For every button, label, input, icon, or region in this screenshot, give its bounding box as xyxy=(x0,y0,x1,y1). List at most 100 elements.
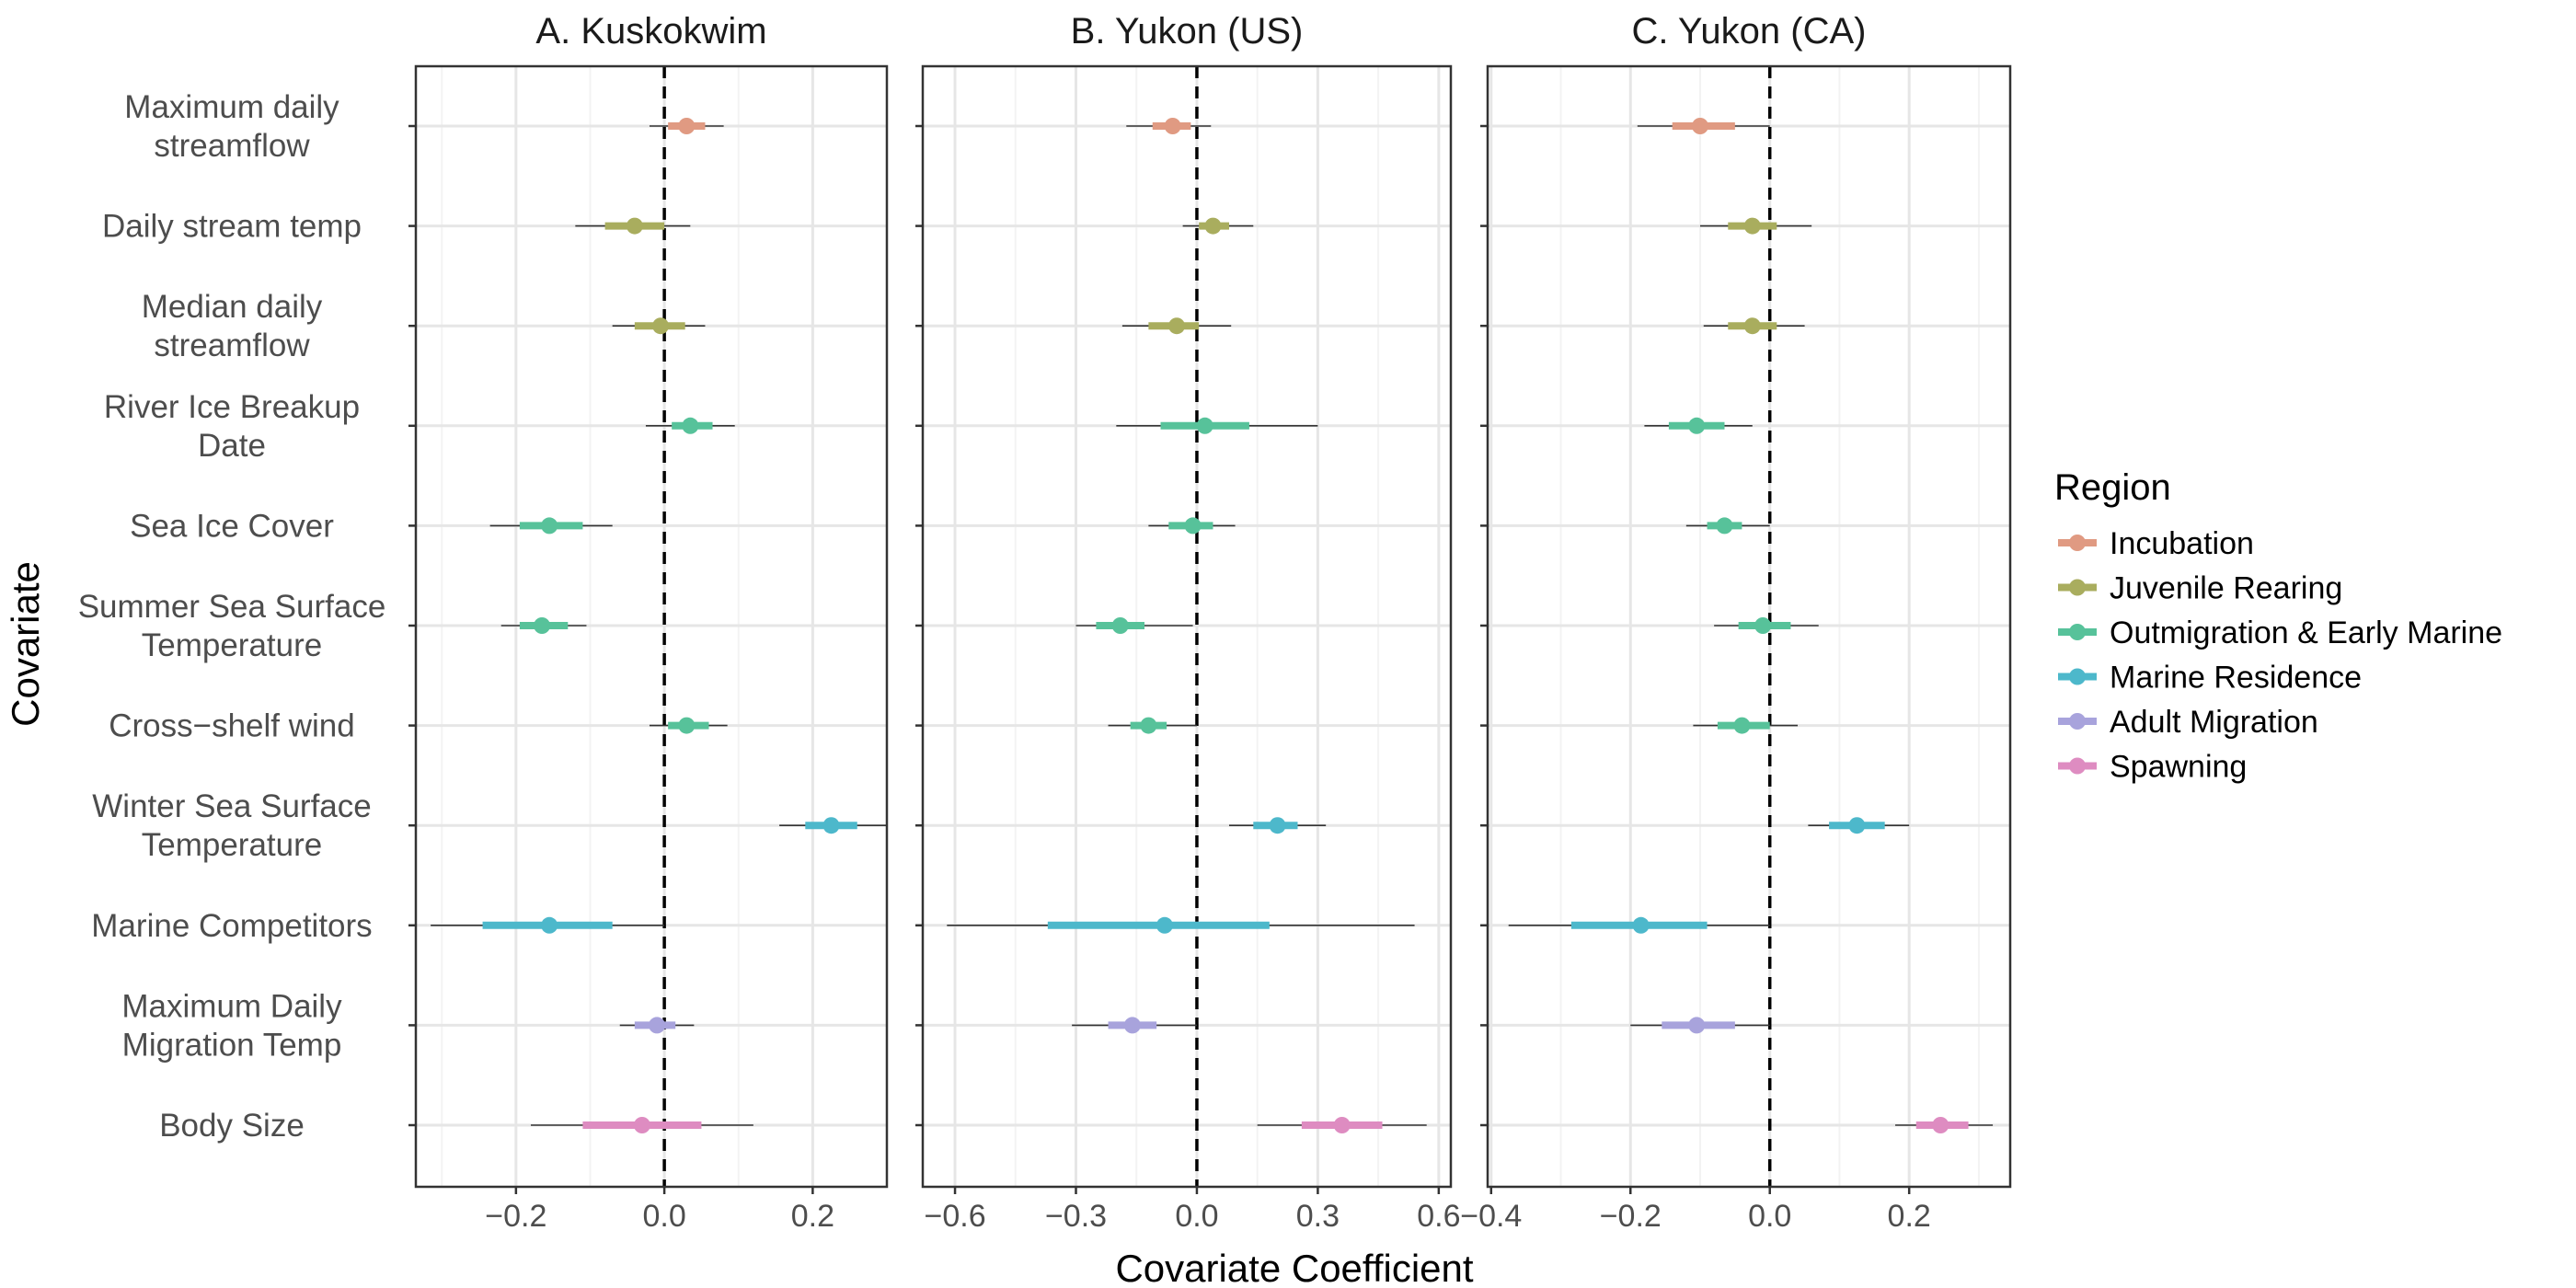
x-tick-label: 0.6 xyxy=(1417,1199,1460,1234)
point-estimate xyxy=(1164,118,1181,134)
covariate-label: Cross−shelf wind xyxy=(109,708,354,744)
covariate-label: Temperature xyxy=(142,627,322,663)
x-tick-label: −0.6 xyxy=(924,1199,985,1234)
estimate-daily-stream-temp xyxy=(575,217,691,235)
point-estimate xyxy=(822,817,840,834)
point-estimate xyxy=(1743,317,1761,335)
legend-title: Region xyxy=(2054,467,2171,508)
legend-entry-outmigration-early-marine: Outmigration & Early Marine xyxy=(2058,615,2502,650)
point-estimate xyxy=(649,1017,666,1034)
legend-label: Juvenile Rearing xyxy=(2110,571,2342,606)
covariate-label: Maximum Daily xyxy=(121,988,342,1024)
estimate-cross-shelf-wind xyxy=(1693,717,1799,734)
estimate-river-ice-breakup-date xyxy=(645,417,735,434)
legend-label: Outmigration & Early Marine xyxy=(2110,615,2502,650)
estimate-median-daily-streamflow xyxy=(1121,317,1232,335)
point-estimate xyxy=(678,118,696,134)
point-estimate xyxy=(1733,717,1751,734)
legend-swatch-point xyxy=(2069,535,2086,551)
covariate-label: River Ice Breakup xyxy=(104,389,360,425)
estimate-body-size xyxy=(1895,1117,1994,1133)
covariate-label: Sea Ice Cover xyxy=(130,508,334,544)
point-estimate xyxy=(1848,817,1866,834)
estimate-river-ice-breakup-date xyxy=(1644,417,1753,434)
point-estimate xyxy=(1168,317,1186,335)
x-tick-label: 0.0 xyxy=(1748,1199,1791,1234)
estimate-winter-sea-surface-temperature xyxy=(1229,817,1327,834)
point-estimate xyxy=(1754,617,1772,634)
x-tick-label: −0.2 xyxy=(485,1199,546,1234)
estimate-marine-competitors xyxy=(947,916,1415,934)
estimate-river-ice-breakup-date xyxy=(1116,417,1318,434)
point-estimate xyxy=(1333,1117,1351,1133)
panel-title: B. Yukon (US) xyxy=(1071,11,1304,52)
estimate-summer-sea-surface-temperature xyxy=(500,617,587,634)
legend-entry-juvenile-rearing: Juvenile Rearing xyxy=(2058,571,2342,606)
point-estimate xyxy=(633,1117,650,1133)
covariate-label: Winter Sea Surface xyxy=(92,788,371,824)
point-estimate xyxy=(1632,916,1650,934)
point-estimate xyxy=(1123,1017,1141,1034)
legend-entry-marine-residence: Marine Residence xyxy=(2058,661,2362,696)
legend-swatch-point xyxy=(2069,624,2086,640)
estimate-daily-stream-temp xyxy=(1699,217,1812,235)
point-estimate xyxy=(541,916,558,934)
x-tick-label: −0.2 xyxy=(1600,1199,1662,1234)
estimate-body-size xyxy=(530,1117,753,1133)
estimate-maximum-daily-streamflow xyxy=(649,118,724,134)
panel-title: C. Yukon (CA) xyxy=(1632,11,1867,52)
x-tick-label: 0.2 xyxy=(1888,1199,1931,1234)
legend-entry-spawning: Spawning xyxy=(2058,750,2247,785)
estimate-daily-stream-temp xyxy=(1182,217,1254,235)
estimate-summer-sea-surface-temperature xyxy=(1714,617,1819,634)
point-estimate xyxy=(534,617,551,634)
point-estimate xyxy=(1688,417,1706,434)
point-estimate xyxy=(1156,916,1173,934)
estimate-summer-sea-surface-temperature xyxy=(1075,617,1193,634)
panel-b-yukon-us: −0.6 −0.3 0.0 0.3 0.6 B. Yukon (US) xyxy=(915,11,1460,1234)
estimate-maximum-daily-streamflow xyxy=(1637,118,1770,134)
legend-entry-adult-migration: Adult Migration xyxy=(2058,705,2318,740)
x-tick-label: 0.2 xyxy=(791,1199,834,1234)
point-estimate xyxy=(1688,1017,1706,1034)
estimate-maximum-daily-migration-temp xyxy=(619,1017,695,1034)
point-estimate xyxy=(541,517,558,535)
estimate-body-size xyxy=(1257,1117,1427,1133)
legend-swatch-point xyxy=(2069,713,2086,730)
point-estimate xyxy=(1743,217,1761,235)
point-estimate xyxy=(1269,817,1286,834)
legend-label: Incubation xyxy=(2110,526,2254,561)
estimate-sea-ice-cover xyxy=(489,517,613,535)
legend-swatch-point xyxy=(2069,579,2086,596)
estimate-marine-competitors xyxy=(1508,916,1770,934)
legend-label: Spawning xyxy=(2110,750,2247,785)
estimate-maximum-daily-streamflow xyxy=(1126,118,1212,134)
estimate-sea-ice-cover xyxy=(1685,517,1770,535)
estimate-winter-sea-surface-temperature xyxy=(779,817,887,834)
x-tick-label: −0.4 xyxy=(1460,1199,1522,1234)
estimate-maximum-daily-migration-temp xyxy=(1630,1017,1770,1034)
covariate-label: Summer Sea Surface xyxy=(78,589,386,625)
covariate-label: Date xyxy=(198,428,266,464)
x-tick-label: 0.0 xyxy=(642,1199,685,1234)
covariate-label: streamflow xyxy=(154,328,310,363)
covariate-label: Maximum daily xyxy=(124,89,339,125)
point-estimate xyxy=(1196,417,1213,434)
panel-title: A. Kuskokwim xyxy=(535,11,766,52)
estimate-cross-shelf-wind xyxy=(649,717,728,734)
legend-swatch-point xyxy=(2069,757,2086,775)
x-tick-label: 0.0 xyxy=(1175,1199,1218,1234)
point-estimate xyxy=(678,717,696,734)
point-estimate xyxy=(1204,217,1222,235)
point-estimate xyxy=(682,417,699,434)
legend: Incubation Juvenile Rearing Outmigration &… xyxy=(2058,526,2502,785)
covariate-label: Marine Competitors xyxy=(91,908,372,944)
x-tick-label: 0.3 xyxy=(1296,1199,1340,1234)
point-estimate xyxy=(1140,717,1157,734)
covariate-label: Migration Temp xyxy=(122,1027,342,1063)
panel-c-yukon-ca: −0.4 −0.2 0.0 0.2 C. Yukon (CA) xyxy=(1460,11,2012,1234)
covariate-label: Temperature xyxy=(142,827,322,863)
estimate-median-daily-streamflow xyxy=(1703,317,1805,335)
x-tick-label: −0.3 xyxy=(1045,1199,1107,1234)
